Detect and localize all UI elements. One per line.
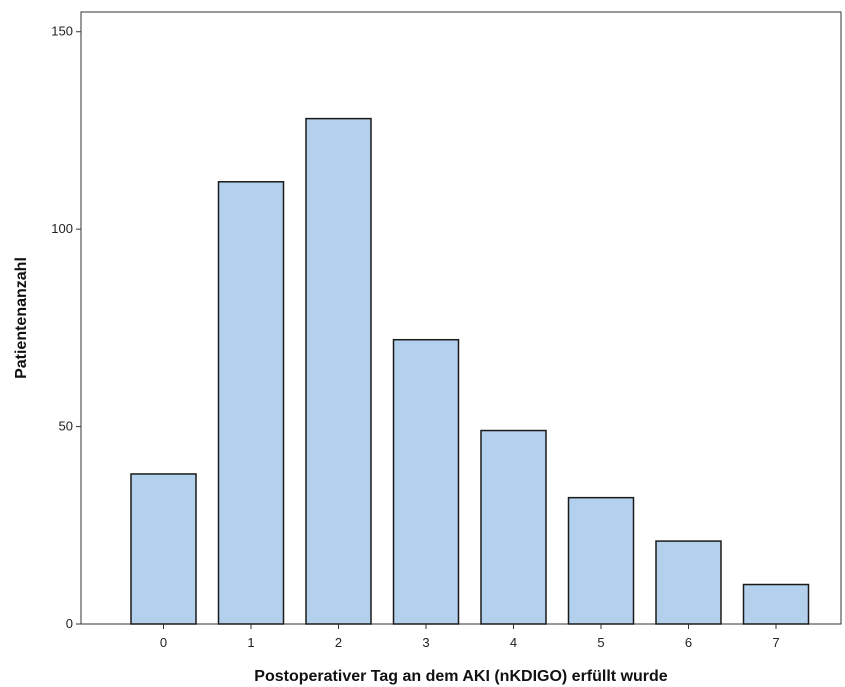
bar-1 (217, 181, 285, 625)
y-tick-label-150: 150 (51, 24, 73, 39)
x-axis-label: Postoperativer Tag an dem AKI (nKDIGO) e… (254, 668, 667, 685)
x-tick-label-4: 4 (510, 635, 517, 650)
y-tick-label-0: 0 (66, 616, 73, 631)
bar-3 (392, 338, 460, 625)
x-tick-label-2: 2 (335, 635, 342, 650)
x-tick-label-7: 7 (772, 635, 779, 650)
y-tick-label-50: 50 (59, 419, 73, 434)
bar-7 (742, 583, 810, 625)
bar-2 (305, 117, 372, 625)
x-axis-ticks: 0 1 2 3 4 5 6 7 (160, 624, 780, 650)
bar-4 (480, 429, 547, 625)
x-tick-label-3: 3 (422, 635, 429, 650)
x-tick-label-6: 6 (685, 635, 692, 650)
bar-6 (655, 540, 722, 625)
bar-5 (567, 496, 635, 625)
x-tick-label-5: 5 (597, 635, 604, 650)
bars-group (130, 117, 810, 625)
y-axis-ticks: 0 50 100 150 (51, 24, 81, 631)
y-tick-label-100: 100 (51, 221, 73, 236)
bar-0 (130, 473, 197, 625)
y-axis-label: Patientenanzahl (13, 257, 30, 379)
plot-frame (80, 11, 842, 625)
x-tick-label-1: 1 (247, 635, 254, 650)
x-tick-label-0: 0 (160, 635, 167, 650)
